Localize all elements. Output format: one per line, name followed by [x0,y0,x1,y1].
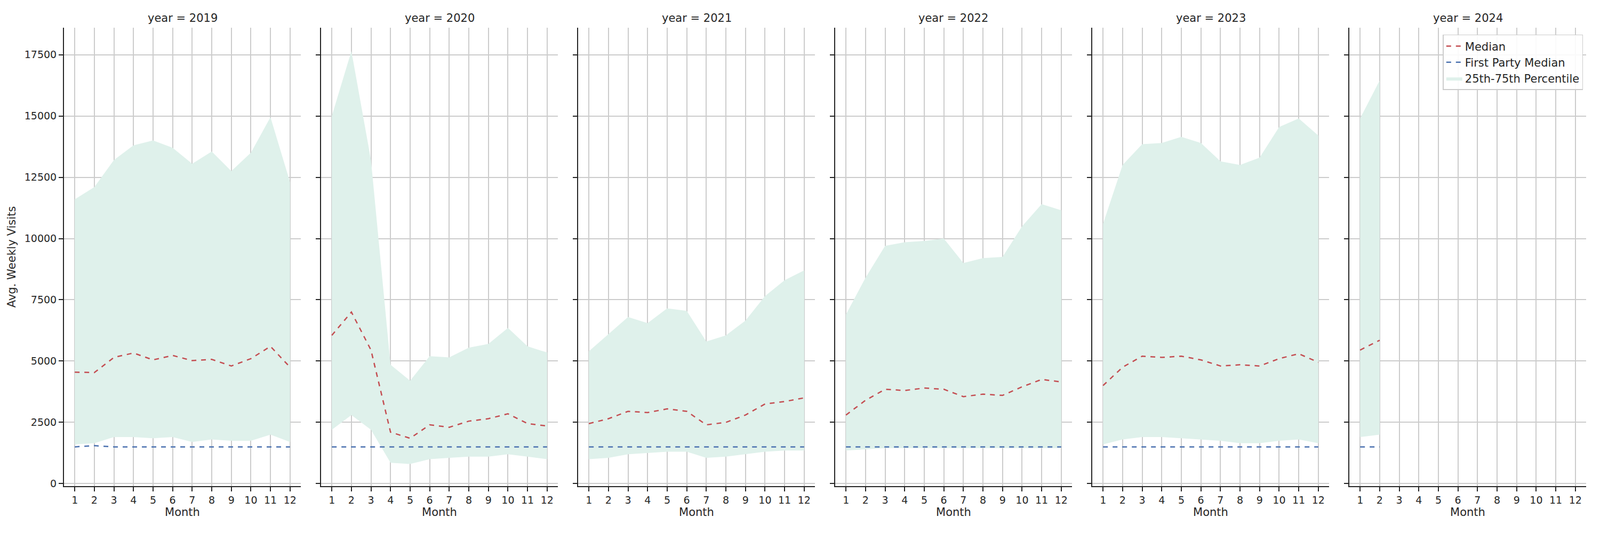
svg-text:4: 4 [387,494,394,507]
svg-text:2: 2 [348,494,355,507]
svg-text:2: 2 [605,494,612,507]
svg-text:12500: 12500 [24,171,57,183]
svg-text:7: 7 [1217,494,1224,507]
svg-text:1: 1 [1356,494,1364,507]
svg-text:Month: Month [164,506,200,519]
svg-text:5: 5 [1435,494,1442,507]
svg-text:1: 1 [585,494,592,507]
svg-text:Month: Month [936,506,972,519]
svg-text:11: 11 [521,494,534,507]
svg-text:9: 9 [1513,494,1520,507]
svg-text:year = 2023: year = 2023 [1176,11,1246,25]
svg-text:7: 7 [702,494,710,507]
svg-text:5000: 5000 [30,355,57,367]
svg-text:1: 1 [328,494,335,507]
svg-text:9: 9 [1256,494,1263,507]
svg-text:5: 5 [921,494,928,507]
svg-text:7: 7 [445,494,453,507]
svg-text:6: 6 [940,494,948,507]
svg-text:Month: Month [1450,506,1486,519]
svg-text:3: 3 [368,494,375,507]
svg-text:4: 4 [1415,494,1422,507]
svg-text:8: 8 [1236,494,1244,507]
svg-text:1: 1 [71,494,78,507]
svg-text:Avg. Weekly Visits: Avg. Weekly Visits [5,206,19,308]
svg-text:15000: 15000 [24,109,57,122]
svg-text:8: 8 [979,494,987,507]
svg-text:7: 7 [188,494,196,507]
svg-text:year = 2019: year = 2019 [147,11,218,25]
svg-text:10: 10 [1015,494,1029,507]
svg-text:9: 9 [999,494,1006,507]
svg-text:Month: Month [678,506,715,519]
svg-text:year = 2020: year = 2020 [404,11,475,25]
svg-text:5: 5 [1178,494,1185,507]
svg-text:10000: 10000 [24,232,57,245]
svg-text:year = 2021: year = 2021 [661,11,732,25]
svg-text:2500: 2500 [30,416,57,429]
svg-text:2: 2 [1119,494,1126,507]
svg-text:4: 4 [644,494,651,507]
svg-text:17500: 17500 [24,48,57,61]
svg-text:Month: Month [1193,506,1229,519]
svg-text:2: 2 [862,494,869,507]
svg-text:5: 5 [149,494,157,507]
svg-text:6: 6 [1197,494,1205,507]
svg-text:11: 11 [1549,494,1563,507]
svg-text:25th-75th Percentile: 25th-75th Percentile [1465,72,1580,86]
svg-text:Month: Month [421,506,458,519]
svg-text:5: 5 [406,494,414,507]
svg-text:10: 10 [501,494,515,507]
svg-text:9: 9 [485,494,492,507]
svg-text:3: 3 [1139,494,1146,507]
svg-text:6: 6 [426,494,434,507]
svg-text:4: 4 [130,494,137,507]
svg-text:10: 10 [1529,494,1543,507]
svg-text:10: 10 [244,494,258,507]
svg-text:1: 1 [842,494,850,507]
svg-text:3: 3 [625,494,632,507]
svg-text:0: 0 [50,477,57,490]
svg-text:12: 12 [540,494,554,507]
svg-text:10: 10 [758,494,772,507]
svg-text:First Party Median: First Party Median [1465,56,1566,70]
svg-text:7: 7 [1474,494,1481,507]
svg-text:2: 2 [91,494,98,507]
svg-text:6: 6 [1454,494,1462,507]
svg-text:3: 3 [1396,494,1403,507]
svg-text:11: 11 [1035,494,1048,507]
svg-text:7: 7 [960,494,967,507]
svg-text:4: 4 [1158,494,1165,507]
svg-text:4: 4 [901,494,908,507]
svg-text:10: 10 [1272,494,1286,507]
svg-text:12: 12 [1054,494,1068,507]
svg-text:1: 1 [1099,494,1107,507]
svg-text:2: 2 [1376,494,1383,507]
svg-text:12: 12 [283,494,297,507]
svg-text:3: 3 [110,494,118,507]
svg-text:6: 6 [169,494,176,507]
svg-text:year = 2022: year = 2022 [918,11,989,25]
svg-text:8: 8 [1493,494,1501,507]
svg-text:11: 11 [1292,494,1306,507]
svg-text:11: 11 [778,494,791,507]
svg-text:8: 8 [465,494,472,507]
svg-text:12: 12 [1312,494,1325,507]
svg-text:12: 12 [797,494,811,507]
svg-text:12: 12 [1569,494,1582,507]
svg-text:3: 3 [882,494,889,507]
svg-text:7500: 7500 [30,293,57,306]
svg-text:5: 5 [664,494,671,507]
svg-text:11: 11 [264,494,277,507]
svg-text:8: 8 [722,494,730,507]
svg-text:year = 2024: year = 2024 [1433,11,1503,25]
svg-text:8: 8 [208,494,215,507]
svg-text:6: 6 [683,494,691,507]
svg-text:9: 9 [228,494,235,507]
svg-text:9: 9 [742,494,749,507]
svg-text:Median: Median [1465,40,1506,54]
